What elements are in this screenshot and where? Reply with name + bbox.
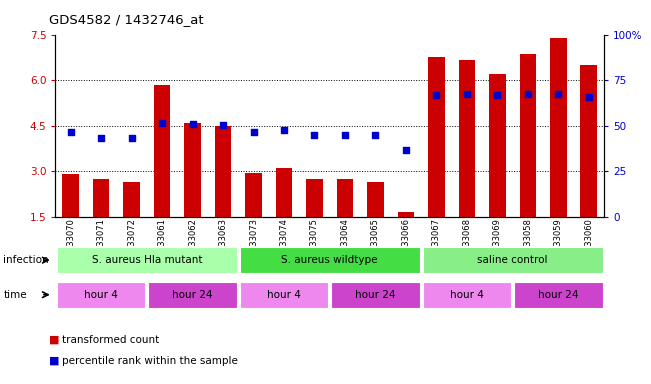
Bar bbox=[337, 179, 353, 217]
Bar bbox=[123, 182, 140, 217]
Point bbox=[584, 94, 594, 100]
Bar bbox=[458, 60, 475, 217]
Bar bbox=[154, 85, 171, 217]
Point bbox=[65, 129, 76, 135]
Point bbox=[279, 127, 289, 133]
Bar bbox=[489, 74, 506, 217]
Point bbox=[553, 91, 564, 97]
Bar bbox=[581, 65, 597, 217]
Point bbox=[157, 120, 167, 126]
Bar bbox=[514, 282, 603, 308]
Bar bbox=[215, 126, 231, 217]
Bar bbox=[422, 282, 511, 308]
Point bbox=[340, 132, 350, 138]
Bar bbox=[306, 179, 323, 217]
Text: time: time bbox=[3, 290, 27, 300]
Bar bbox=[275, 168, 292, 217]
Bar bbox=[57, 247, 237, 273]
Bar bbox=[550, 38, 567, 217]
Text: S. aureus wildtype: S. aureus wildtype bbox=[281, 255, 378, 265]
Bar bbox=[240, 282, 328, 308]
Point bbox=[401, 147, 411, 153]
Point bbox=[218, 122, 229, 128]
Bar bbox=[92, 179, 109, 217]
Text: saline control: saline control bbox=[477, 255, 548, 265]
Point bbox=[370, 132, 381, 138]
Point bbox=[431, 92, 441, 98]
Point bbox=[523, 91, 533, 97]
Bar bbox=[245, 173, 262, 217]
Text: ■: ■ bbox=[49, 335, 59, 345]
Point bbox=[187, 121, 198, 127]
Bar bbox=[428, 57, 445, 217]
Bar bbox=[422, 247, 603, 273]
Point bbox=[248, 129, 258, 135]
Point bbox=[126, 135, 137, 141]
Bar bbox=[240, 247, 420, 273]
Point bbox=[492, 92, 503, 98]
Text: percentile rank within the sample: percentile rank within the sample bbox=[62, 356, 238, 366]
Text: hour 24: hour 24 bbox=[173, 290, 213, 300]
Bar bbox=[398, 212, 414, 217]
Text: hour 24: hour 24 bbox=[355, 290, 396, 300]
Point bbox=[96, 135, 106, 141]
Text: hour 4: hour 4 bbox=[267, 290, 301, 300]
Text: transformed count: transformed count bbox=[62, 335, 159, 345]
Text: GDS4582 / 1432746_at: GDS4582 / 1432746_at bbox=[49, 13, 204, 26]
Bar bbox=[184, 123, 201, 217]
Point bbox=[462, 91, 472, 97]
Bar bbox=[367, 182, 384, 217]
Bar bbox=[57, 282, 145, 308]
Text: ■: ■ bbox=[49, 356, 59, 366]
Bar bbox=[62, 174, 79, 217]
Text: hour 4: hour 4 bbox=[84, 290, 118, 300]
Text: hour 24: hour 24 bbox=[538, 290, 579, 300]
Point bbox=[309, 132, 320, 138]
Text: hour 4: hour 4 bbox=[450, 290, 484, 300]
Bar bbox=[519, 54, 536, 217]
Text: S. aureus Hla mutant: S. aureus Hla mutant bbox=[92, 255, 202, 265]
Bar bbox=[148, 282, 237, 308]
Text: infection: infection bbox=[3, 255, 49, 265]
Bar bbox=[331, 282, 420, 308]
